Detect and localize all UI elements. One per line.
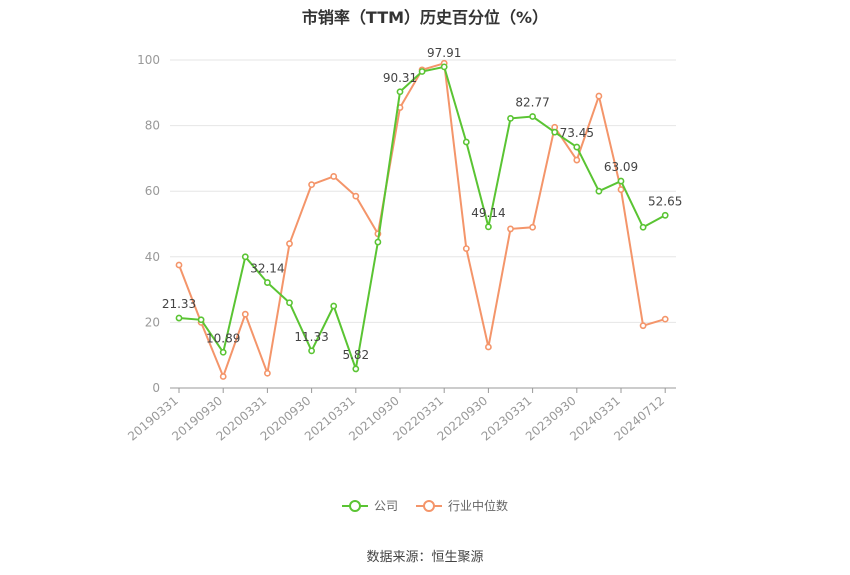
legend-industry-label: 行业中位数 (448, 499, 509, 513)
data-point (462, 138, 470, 146)
data-point (330, 302, 338, 310)
data-label: 52.65 (648, 194, 682, 208)
data-point (418, 68, 426, 75)
data-point (440, 63, 448, 71)
data-label: 82.77 (515, 96, 549, 110)
series-line-1 (178, 62, 666, 380)
data-point (507, 114, 514, 122)
legend-company-label: 公司 (373, 499, 398, 513)
data-label: 97.91 (427, 46, 461, 60)
data-point (396, 88, 404, 96)
data-point (573, 143, 581, 151)
data-point (219, 373, 227, 380)
data-point (529, 113, 536, 120)
data-label: 90.31 (383, 71, 417, 85)
data-point (595, 187, 603, 195)
legend-company-marker (341, 499, 368, 513)
data-point (175, 261, 183, 269)
data-point (263, 279, 271, 286)
data-point (573, 156, 581, 164)
data-point (529, 223, 536, 231)
data-point (484, 223, 492, 231)
data-point (330, 173, 338, 180)
data-label: 5.82 (342, 348, 369, 362)
data-label: 49.14 (471, 206, 505, 220)
data-point (462, 245, 470, 252)
data-point (308, 181, 315, 189)
data-point (639, 322, 647, 330)
data-point (551, 128, 559, 136)
data-point (639, 223, 647, 231)
data-point (197, 316, 205, 324)
legend-item-industry[interactable]: 行业中位数 (416, 497, 508, 514)
data-source: 数据来源：恒生聚源 (366, 550, 484, 565)
data-label: 11.33 (294, 330, 328, 344)
y-axis-ticks: 0 20 40 60 80 100 (137, 53, 160, 395)
legend-item-company[interactable]: 公司 (341, 497, 398, 514)
y-tick-label: 0 (152, 381, 160, 395)
legend-industry-marker (416, 499, 442, 513)
data-label: 32.14 (250, 262, 284, 276)
series-group (175, 59, 669, 380)
data-point (484, 343, 492, 351)
data-label: 21.33 (162, 297, 196, 311)
data-point (175, 314, 183, 322)
series-line-0 (178, 65, 666, 373)
data-point (617, 177, 625, 185)
y-tick-label: 80 (145, 119, 160, 133)
chart-title: 市销率（TTM）历史百分位（%） (301, 8, 549, 27)
data-point (286, 299, 293, 307)
data-point (617, 186, 625, 193)
data-point (352, 192, 360, 200)
data-label: 10.89 (206, 331, 240, 345)
data-point (308, 347, 315, 355)
y-tick-label: 60 (145, 184, 160, 198)
data-label: 63.09 (604, 160, 638, 174)
data-point (661, 211, 669, 219)
data-point (263, 369, 271, 377)
legend: 公司 行业中位数 (0, 497, 850, 514)
data-point (286, 240, 293, 248)
y-tick-label: 40 (145, 250, 160, 264)
data-point (219, 348, 227, 356)
data-point (241, 253, 249, 261)
data-point (595, 92, 603, 100)
data-point (241, 310, 249, 318)
data-label: 73.45 (560, 126, 594, 140)
data-point (661, 315, 669, 323)
y-tick-label: 100 (137, 53, 160, 67)
data-point (507, 225, 514, 233)
y-tick-label: 20 (145, 315, 160, 329)
data-point (352, 365, 360, 373)
data-labels: 21.33 10.89 32.14 11.33 5.82 90.31 97.91 49.14 8… (162, 46, 683, 362)
x-axis: 2019033120190930202003312020093020210331… (125, 387, 676, 444)
data-point (374, 238, 382, 246)
grid-lines (170, 59, 676, 323)
